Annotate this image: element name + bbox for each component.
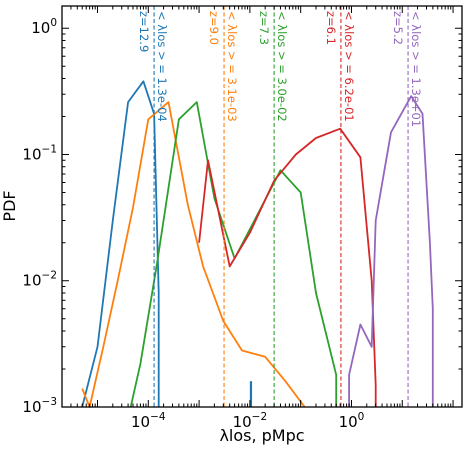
z-label-1: z=12.9 — [137, 11, 151, 52]
mean-label-2: < λlos > = 3.1e-03 — [225, 11, 239, 122]
x-tick-label: 10−4 — [131, 411, 166, 431]
mean-label-3: < λlos > = 3.0e-02 — [275, 11, 289, 122]
z-label-5: z=5.2 — [391, 11, 405, 45]
x-tick-label: 100 — [339, 411, 365, 431]
z-label-2: z=9.0 — [207, 11, 221, 45]
plot-frame — [61, 5, 463, 408]
y-tick-label: 10−2 — [22, 270, 57, 290]
x-axis-label: λlos, pMpc — [219, 426, 304, 445]
z-label-3: z=7.3 — [257, 11, 271, 45]
y-axis-label: PDF — [0, 190, 19, 221]
annotations: z=12.9 < λlos > = 1.3e-04 z=9.0 < λlos > = … — [137, 11, 423, 127]
series-line-2 — [81, 101, 306, 408]
y-tick-label: 10−3 — [22, 396, 57, 416]
mean-lines — [153, 6, 409, 407]
y-tick-label: 100 — [31, 17, 57, 37]
y-tick-label: 10−1 — [22, 143, 57, 163]
mean-label-4: < λlos > = 6.2e-01 — [342, 11, 356, 122]
z-label-4: z=6.1 — [324, 11, 338, 45]
mean-label-1: < λlos > = 1.3e-04 — [155, 11, 169, 122]
mean-label-5: < λlos > = 1.3e+01 — [409, 11, 423, 127]
series-line-5 — [348, 95, 434, 407]
series-lines — [81, 80, 434, 408]
series-line-4 — [198, 127, 377, 407]
axis-ticks — [61, 6, 462, 408]
